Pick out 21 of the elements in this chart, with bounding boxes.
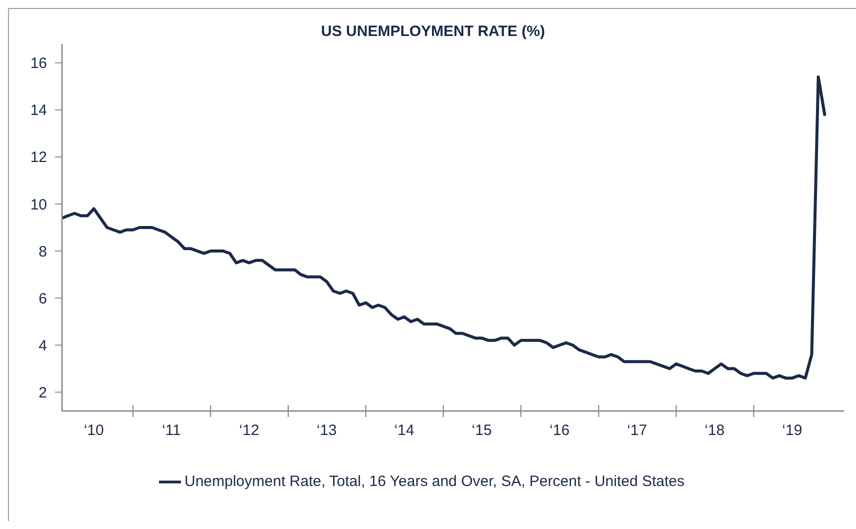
y-tick-label: 2: [38, 384, 47, 402]
y-tick-label: 6: [38, 290, 47, 308]
x-tick-label: ‘19: [782, 422, 802, 439]
line-series: [62, 75, 826, 380]
x-tick-label: ‘16: [550, 422, 570, 439]
x-tick-label: ‘12: [239, 422, 260, 439]
x-tick-label: ‘15: [472, 422, 492, 439]
x-tick-label: ‘11: [162, 422, 181, 439]
chart-title: US UNEMPLOYMENT RATE (%): [320, 23, 546, 40]
x-tick-label: ‘13: [316, 422, 337, 439]
x-tick-label: ‘18: [704, 422, 725, 439]
y-tick-label: 16: [30, 55, 47, 72]
y-tick-label: 10: [30, 196, 47, 214]
y-tick-label: 12: [30, 149, 47, 166]
legend-label: Unemployment Rate, Total, 16 Years and Over, SA, Percent - United States: [184, 472, 684, 490]
x-tick-label: ‘10: [84, 422, 104, 439]
y-tick-label: 14: [30, 102, 47, 120]
y-tick-label: 8: [38, 243, 47, 260]
x-tick-label: ‘17: [627, 422, 648, 439]
x-tick-label: ‘14: [394, 422, 414, 439]
y-tick-label: 4: [38, 337, 47, 354]
